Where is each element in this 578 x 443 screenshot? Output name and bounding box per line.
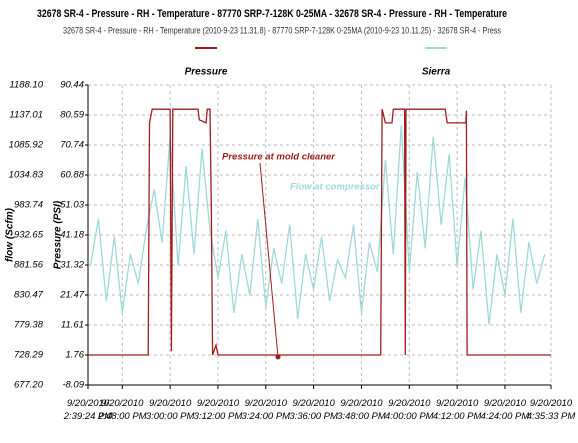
x-tick-label-line: 2:48:00 PM	[97, 411, 147, 422]
annotation: Pressure at mold cleaner	[222, 152, 336, 163]
chart-title: 32678 SR-4 - Pressure - RH - Temperature…	[37, 8, 507, 20]
x-tick-label: 9/20/2010 2:48:00 PM	[97, 398, 147, 422]
x-tick-label-line: 9/20/2010	[436, 398, 479, 409]
x-tick-label-line: 9/20/2010	[149, 398, 192, 409]
y2-tick-label: 31.32	[60, 260, 84, 271]
annotation-dot	[275, 354, 281, 360]
x-tick-label-line: 4:24:00 PM	[481, 411, 530, 422]
x-tick-label: 9/20/2010 4:35:33 PM	[527, 398, 576, 422]
y-tick-label: 983.74	[14, 200, 43, 211]
x-tick-label: 9/20/2010 3:00:00 PM	[146, 398, 195, 422]
y-tick-label: 728.29	[14, 350, 44, 361]
x-tick-label-line: 3:12:00 PM	[194, 411, 243, 422]
y-tick-label: 830.47	[14, 290, 44, 301]
x-tick-label-line: 9/20/2010	[197, 398, 240, 409]
x-tick-label-line: 3:36:00 PM	[289, 411, 338, 422]
x-tick-label-line: 9/20/2010	[292, 398, 335, 409]
legend-label: Pressure	[185, 67, 228, 78]
x-tick-label-line: 9/20/2010	[245, 398, 288, 409]
chart-subtitle: 32678 SR-4 - Pressure - RH - Temperature…	[63, 25, 501, 35]
y-tick-label: 1034.83	[9, 170, 44, 181]
y-tick-label: 1085.92	[9, 140, 44, 151]
x-tick-label: 9/20/2010 4:00:00 PM	[385, 398, 434, 422]
x-tick-label-line: 4:12:00 PM	[433, 411, 482, 422]
y-tick-label: 779.38	[14, 320, 44, 331]
x-tick-label-line: 3:24:00 PM	[241, 411, 290, 422]
x-tick-label-line: 9/20/2010	[484, 398, 527, 409]
annotation: Flow at compressor	[290, 182, 381, 193]
y2-tick-label: 80.59	[60, 110, 84, 121]
x-tick-label-line: 3:00:00 PM	[146, 411, 195, 422]
annotation-arrow	[259, 162, 279, 358]
x-tick-label-line: 4:00:00 PM	[385, 411, 434, 422]
y2-tick-label: 90.44	[60, 80, 84, 91]
series-line	[89, 124, 546, 325]
x-tick-label-line: 9/20/2010	[340, 398, 383, 409]
x-tick-label-line: 9/20/2010	[101, 398, 144, 409]
y-tick-label: 881.56	[14, 260, 44, 271]
y2-tick-label: 60.88	[60, 170, 84, 181]
x-tick-label: 9/20/2010 2:39:24 PM	[63, 398, 113, 422]
y-tick-label: 1188.10	[9, 80, 43, 91]
y-tick-label: 1137.01	[9, 110, 43, 121]
y2-axis-label: Pressure (PSI)	[53, 200, 64, 269]
y2-tick-label: 51.03	[60, 200, 84, 211]
y2-tick-label: 21.47	[59, 290, 84, 301]
x-tick-label-line: 9/20/2010	[67, 398, 110, 409]
x-tick-label-line: 2:39:24 PM	[63, 411, 113, 422]
y2-tick-label: 41.18	[60, 230, 84, 241]
x-tick-label: 9/20/2010 3:36:00 PM	[289, 398, 338, 422]
y2-tick-label: -8.09	[62, 380, 84, 391]
x-tick-label-line: 9/20/2010	[388, 398, 431, 409]
x-tick-label: 9/20/2010 3:48:00 PM	[337, 398, 386, 422]
y2-tick-label: 11.61	[61, 320, 84, 331]
y2-tick-label: 1.76	[66, 350, 85, 361]
x-tick-label-line: 4:35:33 PM	[527, 411, 576, 422]
y-tick-label: 677.20	[14, 380, 44, 391]
x-tick-label-line: 3:48:00 PM	[337, 411, 386, 422]
x-tick-label: 9/20/2010 3:12:00 PM	[194, 398, 243, 422]
x-tick-label-line: 9/20/2010	[530, 398, 573, 409]
y2-tick-label: 70.74	[60, 139, 84, 150]
x-tick-label: 9/20/2010 4:24:00 PM	[481, 398, 530, 422]
y-tick-label: 932.65	[14, 230, 44, 241]
legend-label: Sierra	[422, 67, 451, 78]
y-axis-label: flow (Scfm)	[5, 207, 16, 262]
series-line	[88, 108, 551, 356]
x-tick-label: 9/20/2010 3:24:00 PM	[241, 398, 290, 422]
x-tick-label: 9/20/2010 4:12:00 PM	[433, 398, 482, 422]
